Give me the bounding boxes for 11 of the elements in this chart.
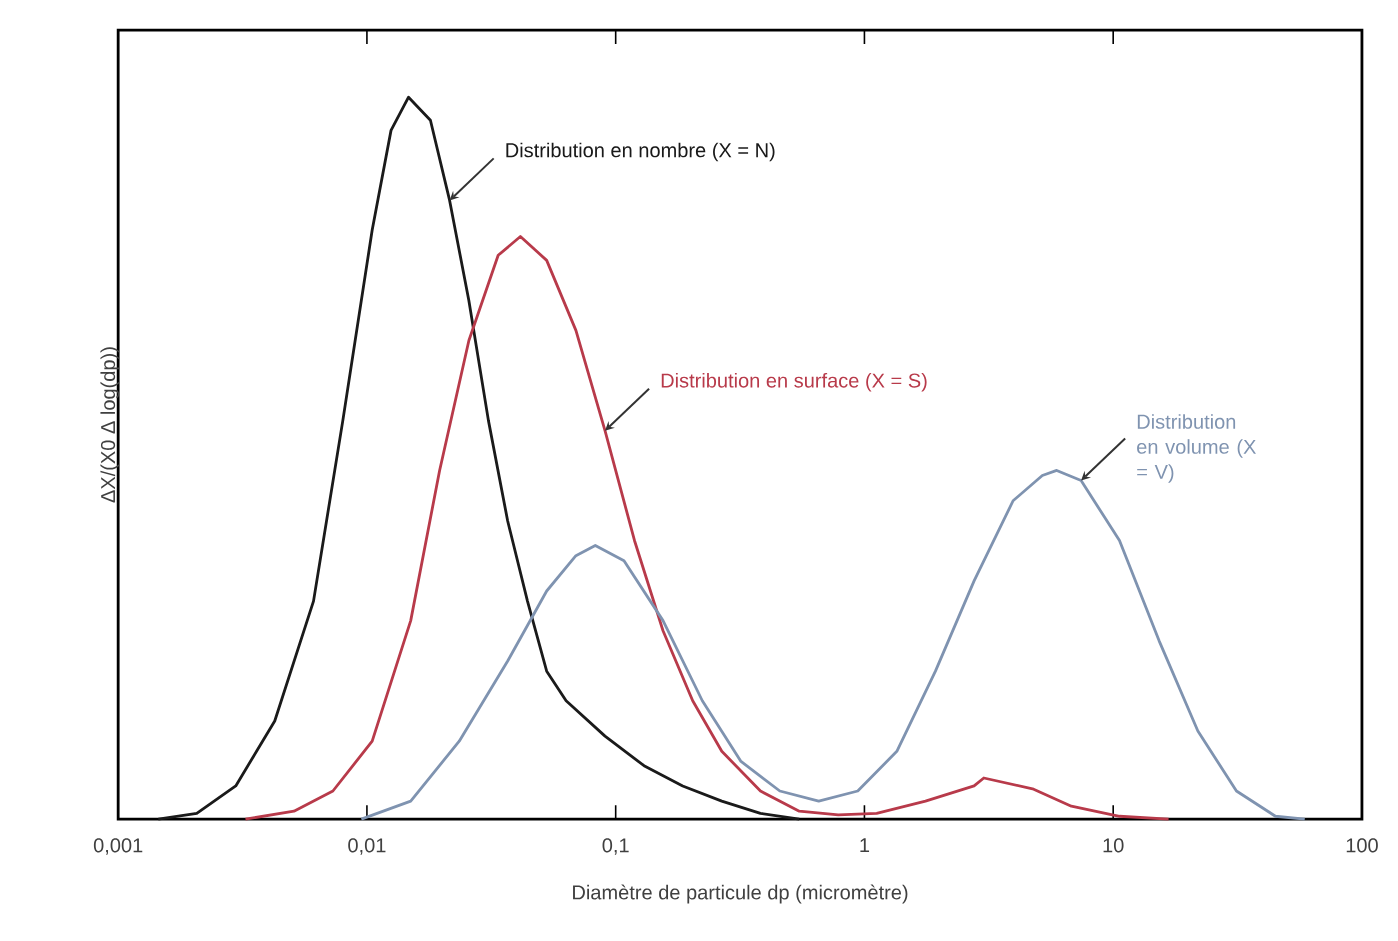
x-tick-label: 10 [1103,838,1124,853]
x-tick-label: 0,1 [602,838,629,855]
x-tick-label: 0,001 [93,838,143,855]
annotation: Distribution en nombre (X = N) [506,142,775,162]
x-axis-title: Diamètre de particule dp (micromètre) [573,884,908,904]
y-axis-title: ΔX/(X0 Δ log(dp)) [100,347,120,503]
x-tick-label: 100 [1346,838,1378,853]
x-tick-label: 1 [860,838,870,852]
annotation: Distribution en volume (X = V) [1137,413,1256,483]
annotation: Distribution en surface (X = S) [661,372,927,392]
x-tick-label: 0,01 [348,838,386,855]
